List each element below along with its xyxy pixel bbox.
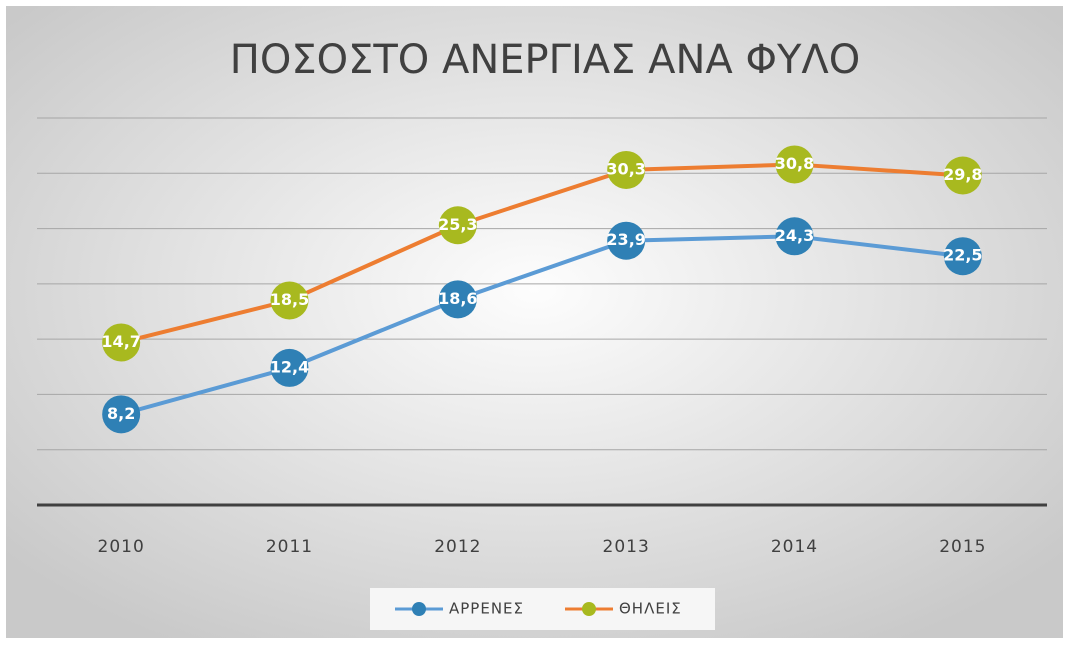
data-point <box>102 323 141 362</box>
x-tick-label: 2010 <box>98 537 145 557</box>
data-point <box>607 221 646 260</box>
data-label: 30,8 <box>775 154 814 173</box>
data-label: 23,9 <box>606 230 645 249</box>
data-point <box>102 395 141 434</box>
data-point <box>438 280 477 319</box>
series-line <box>120 162 963 345</box>
data-label: 30,3 <box>606 159 645 178</box>
data-label: 24,3 <box>775 226 814 245</box>
series-line <box>120 234 964 417</box>
data-point <box>270 348 309 387</box>
data-label: 18,6 <box>438 289 477 308</box>
legend-marker <box>412 602 426 616</box>
data-label: 8,2 <box>107 404 135 423</box>
data-point <box>943 237 982 276</box>
data-point <box>438 206 477 245</box>
x-tick-label: 2013 <box>603 537 650 557</box>
data-label: 14,7 <box>101 332 140 351</box>
data-label: 12,4 <box>270 357 309 376</box>
data-point <box>775 217 814 256</box>
data-point <box>943 156 982 195</box>
chart-title: ΠΟΣΟΣΤΟ ΑΝΕΡΓΙΑΣ ΑΝΑ ΦΥΛΟ <box>230 37 860 83</box>
legend-label: ΘΗΛΕΙΣ <box>619 600 682 618</box>
x-tick-label: 2011 <box>266 537 313 557</box>
data-label: 22,5 <box>943 246 982 265</box>
data-point <box>607 150 646 189</box>
x-tick-label: 2012 <box>434 537 481 557</box>
data-label: 18,5 <box>270 290 309 309</box>
data-label: 25,3 <box>438 215 477 234</box>
data-point <box>775 145 814 184</box>
x-tick-label: 2015 <box>939 537 986 557</box>
legend-label: ΑΡΡΕΝΕΣ <box>449 600 524 618</box>
x-tick-label: 2014 <box>771 537 818 557</box>
data-label: 29,8 <box>943 165 982 184</box>
legend-marker <box>582 602 596 616</box>
data-point <box>270 281 309 320</box>
